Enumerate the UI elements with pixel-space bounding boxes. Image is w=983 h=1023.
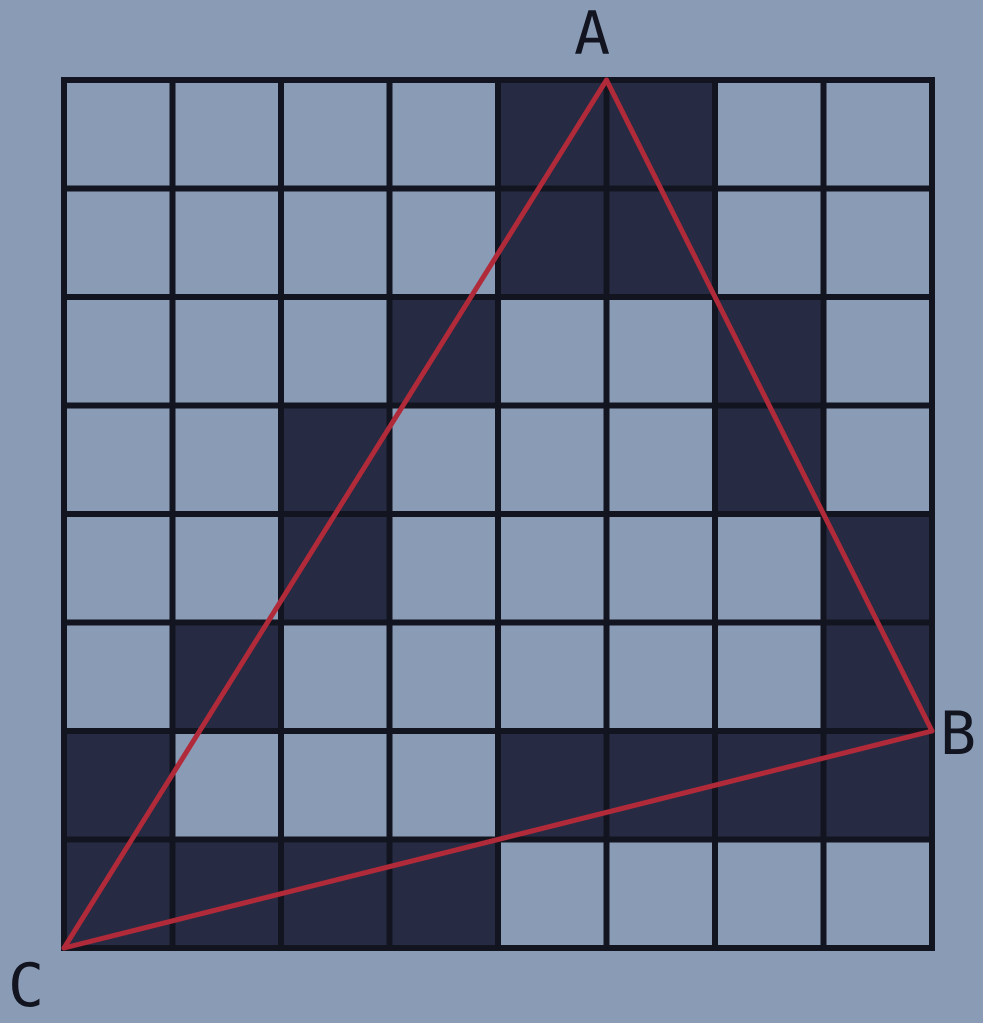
grid-cell-empty — [715, 188, 824, 297]
grid-cell-empty — [64, 405, 173, 514]
grid-cell-filled — [498, 80, 607, 189]
grid-cell-empty — [823, 80, 932, 189]
grid-cell-empty — [389, 622, 498, 731]
grid-cell-empty — [606, 297, 715, 406]
grid-cell-empty — [389, 731, 498, 840]
grid-cell-filled — [389, 297, 498, 406]
grid-cell-empty — [64, 80, 173, 189]
grid-cell-empty — [715, 514, 824, 623]
grid-cell-empty — [498, 622, 607, 731]
grid-cell-empty — [606, 405, 715, 514]
grid-cells — [64, 80, 932, 948]
grid-cell-empty — [498, 514, 607, 623]
grid-cell-filled — [606, 188, 715, 297]
grid-cell-empty — [281, 297, 390, 406]
grid-cell-empty — [172, 80, 281, 189]
triangle-edges — [61, 77, 935, 951]
grid-cell-filled — [64, 839, 173, 948]
grid-cell-empty — [64, 188, 173, 297]
grid-cell-filled — [823, 514, 932, 623]
grid-cell-filled — [281, 514, 390, 623]
grid-cell-empty — [498, 297, 607, 406]
grid-cell-filled — [498, 731, 607, 840]
grid-cell-filled — [715, 405, 824, 514]
grid-cell-filled — [823, 622, 932, 731]
grid-cell-empty — [172, 514, 281, 623]
grid-cell-empty — [715, 839, 824, 948]
grid-cell-empty — [823, 839, 932, 948]
grid-cell-empty — [389, 405, 498, 514]
grid-cell-filled — [172, 839, 281, 948]
grid-cell-empty — [715, 80, 824, 189]
grid-cell-filled — [281, 839, 390, 948]
grid-cell-empty — [64, 622, 173, 731]
grid-cell-empty — [498, 405, 607, 514]
grid-cell-empty — [606, 622, 715, 731]
grid-cell-filled — [606, 731, 715, 840]
grid-cell-empty — [606, 839, 715, 948]
triangle-edge-bc — [61, 728, 935, 951]
grid-cell-empty — [715, 622, 824, 731]
grid-cell-filled — [281, 405, 390, 514]
grid-cell-empty — [64, 297, 173, 406]
vertex-label-a: A — [574, 0, 611, 69]
grid-cell-empty — [172, 405, 281, 514]
grid-cell-empty — [281, 731, 390, 840]
grid-cell-empty — [606, 514, 715, 623]
grid-cell-filled — [389, 839, 498, 948]
vertex-label-c: C — [8, 951, 45, 1021]
grid-cell-empty — [281, 188, 390, 297]
grid-cell-empty — [389, 514, 498, 623]
triangle-edge-ca — [61, 77, 609, 951]
grid-cell-empty — [172, 188, 281, 297]
grid-cell-empty — [498, 839, 607, 948]
grid-cell-empty — [172, 297, 281, 406]
grid-cell-filled — [606, 80, 715, 189]
grid-cell-empty — [823, 188, 932, 297]
grid-cell-empty — [823, 297, 932, 406]
grid-cell-filled — [64, 731, 173, 840]
grid-cell-filled — [823, 731, 932, 840]
vertex-label-b: B — [940, 699, 977, 769]
triangle-edge-ab — [604, 77, 935, 734]
grid-cell-filled — [715, 297, 824, 406]
grid-cell-empty — [281, 80, 390, 189]
grid-cell-empty — [64, 514, 173, 623]
grid-cell-filled — [498, 188, 607, 297]
grid-cell-empty — [389, 80, 498, 189]
grid-cell-empty — [823, 405, 932, 514]
grid-cell-empty — [281, 622, 390, 731]
grid-cell-filled — [172, 622, 281, 731]
grid-cell-filled — [715, 731, 824, 840]
